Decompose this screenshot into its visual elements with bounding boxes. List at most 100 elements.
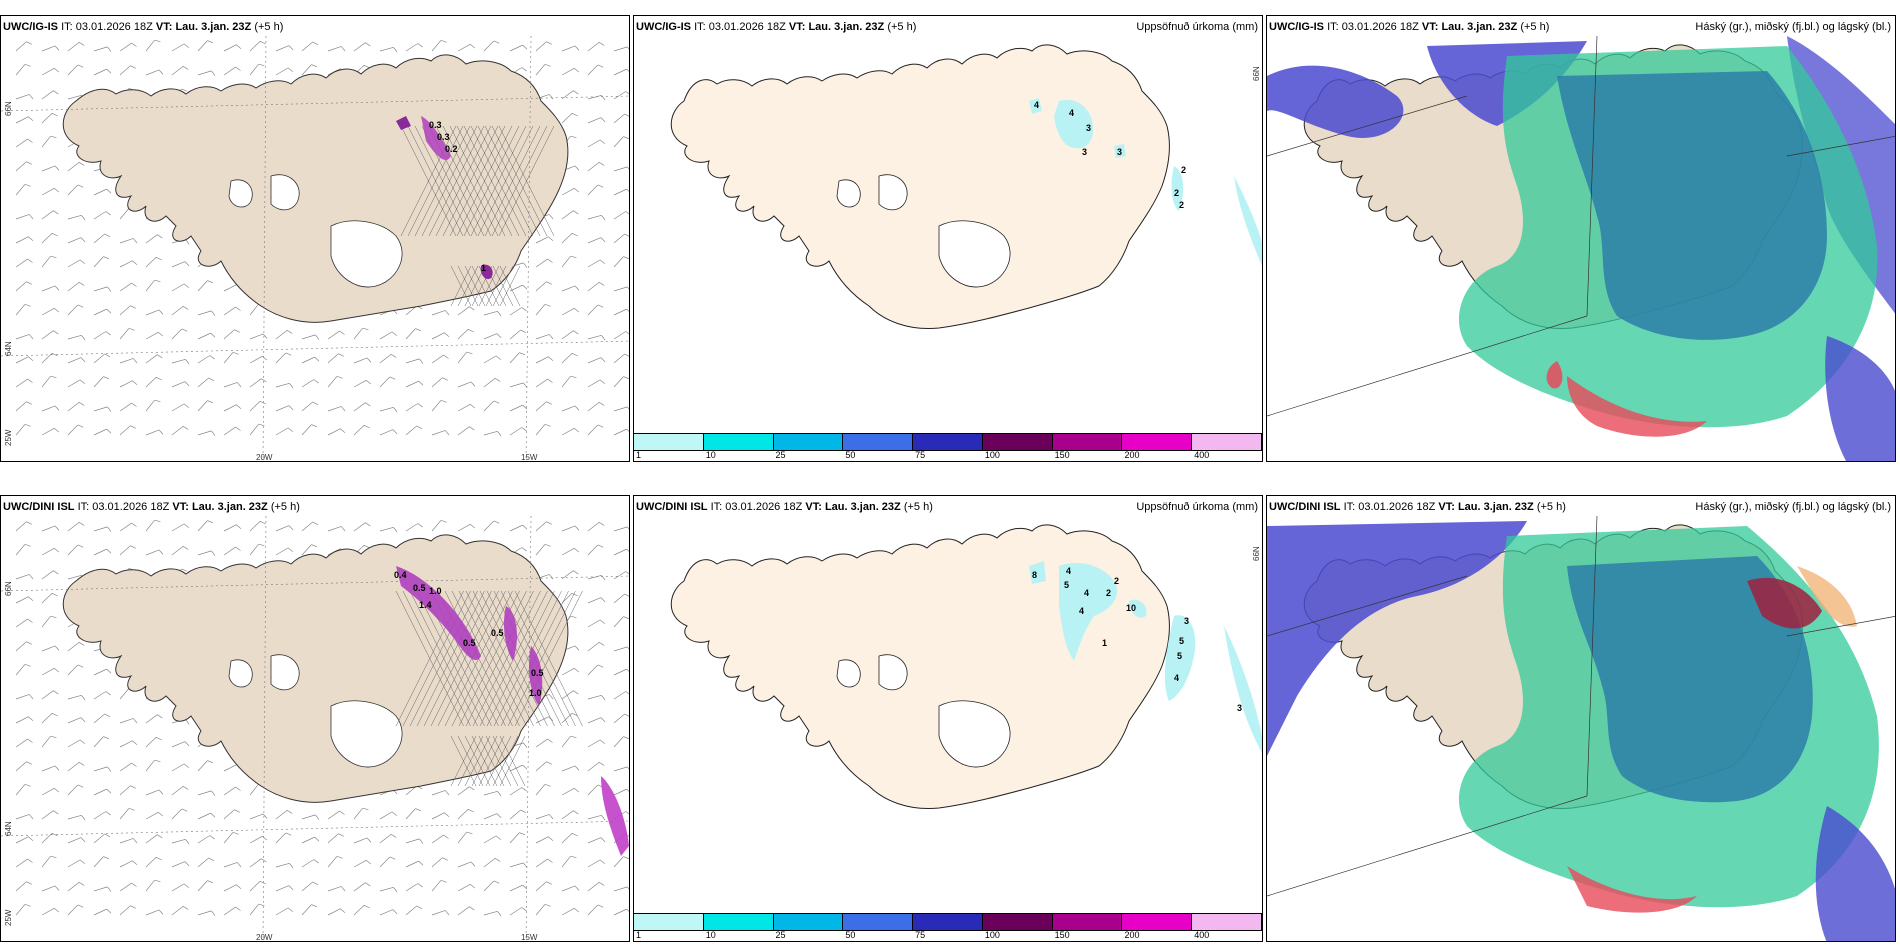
wind-barb xyxy=(93,668,107,676)
hatch-line xyxy=(402,590,471,727)
wind-barb-feather xyxy=(522,884,528,890)
wind-barb-feather xyxy=(570,855,577,859)
high-cloud-edge xyxy=(1797,566,1857,627)
wind-barb xyxy=(171,741,186,748)
value-label: 3 xyxy=(1117,147,1122,157)
wind-barb-feather xyxy=(521,427,527,432)
wind-map: 0.4 0.5 1.0 1.4 0.5 0.5 0.5 1.0 xyxy=(1,515,629,941)
wind-barb-feather xyxy=(547,378,553,383)
wind-barb-feather xyxy=(548,236,554,241)
wind-barb xyxy=(197,857,209,868)
wind-barb-feather xyxy=(53,690,59,695)
vt-value: Lau. 3.jan. 23Z xyxy=(824,501,901,513)
wind-barb-feather xyxy=(393,527,398,533)
wind-barb-feather xyxy=(54,68,60,73)
wind-barb xyxy=(275,330,288,340)
wind-barb-feather xyxy=(106,788,112,794)
legend-swatch xyxy=(843,434,914,450)
wind-barb-feather xyxy=(440,879,447,883)
wind-barb-feather xyxy=(286,330,293,334)
wind-barb xyxy=(15,258,28,268)
vt-value: Lau. 3.jan. 23Z xyxy=(1457,501,1534,513)
glacier xyxy=(938,220,1011,288)
wind-barb xyxy=(15,738,28,748)
wind-barb xyxy=(67,64,79,76)
wind-barb xyxy=(249,41,261,52)
wind-barb-feather xyxy=(599,739,605,744)
wind-barb xyxy=(613,256,624,268)
value-label: 0.3 xyxy=(437,132,450,142)
offset: (+5 h) xyxy=(1536,501,1566,513)
wind-barb xyxy=(405,358,420,364)
wind-barb-feather xyxy=(81,815,86,821)
wind-barb xyxy=(613,286,628,292)
wind-barb-feather xyxy=(185,839,190,845)
precip-area xyxy=(396,566,481,661)
wind-barb xyxy=(561,233,573,244)
wind-barb-feather xyxy=(496,333,502,339)
wind-barb xyxy=(15,904,26,916)
wind-barb-feather xyxy=(207,40,214,44)
wind-barb xyxy=(119,425,131,436)
wind-barb xyxy=(327,886,342,892)
wind-barb xyxy=(587,814,602,820)
wind-barb-feather xyxy=(548,356,554,361)
wind-barb-feather xyxy=(183,283,189,288)
wind-barb xyxy=(197,40,208,52)
wind-barb xyxy=(561,765,576,772)
hatch-line xyxy=(428,125,485,237)
wind-barb-feather xyxy=(626,188,629,192)
value-label: 3 xyxy=(1237,703,1242,713)
model-name: UWC/DINI ISL xyxy=(636,501,708,513)
wind-barb xyxy=(613,188,627,196)
wind-barb-feather xyxy=(312,521,319,526)
wind-barb-feather xyxy=(51,592,58,597)
wind-barb-feather xyxy=(132,238,138,244)
wind-barb-feather xyxy=(104,353,111,358)
wind-barb xyxy=(67,694,82,700)
wind-barb xyxy=(197,520,208,532)
legend-swatch xyxy=(1122,434,1193,450)
wind-barb xyxy=(457,809,469,820)
wind-barb-feather xyxy=(107,526,112,532)
wind-barb xyxy=(535,521,547,532)
wind-barb-feather xyxy=(444,812,450,817)
wind-barb-feather xyxy=(24,183,31,187)
wind-barb-feather xyxy=(570,615,577,619)
it-label: IT: xyxy=(77,501,90,513)
wind-barb xyxy=(613,91,626,100)
wind-barb-feather xyxy=(258,543,265,547)
precip-area xyxy=(503,606,517,661)
wind-barb xyxy=(93,376,104,388)
panel-top-mid: UWC/IG-IS IT: 03.01.2026 18Z VT: Lau. 3.… xyxy=(633,15,1263,462)
wind-barb xyxy=(223,832,234,844)
wind-barb-feather xyxy=(287,907,293,912)
wind-barb-feather xyxy=(132,718,138,724)
wind-barb-feather xyxy=(288,525,294,531)
wind-barb xyxy=(587,357,602,364)
wind-barb xyxy=(275,862,290,868)
wind-barb-feather xyxy=(24,423,31,427)
wind-barb xyxy=(41,187,55,196)
legend-tick: 25 xyxy=(775,930,786,940)
wind-barb-feather xyxy=(51,112,58,117)
wind-barb xyxy=(171,838,186,844)
wind-barb-feather xyxy=(627,766,629,770)
wind-barb xyxy=(41,787,55,796)
wind-barb xyxy=(67,162,80,172)
wind-barb-feather xyxy=(315,334,320,340)
wind-barb-feather xyxy=(366,357,372,363)
wind-barb xyxy=(301,544,312,556)
wind-barb-feather xyxy=(181,328,188,332)
wind-barb-feather xyxy=(50,855,57,859)
hatch-line xyxy=(423,590,492,727)
wind-barb xyxy=(483,355,497,364)
wind-barb xyxy=(613,308,627,316)
wind-barb-feather xyxy=(574,68,580,73)
wind-barb-feather xyxy=(365,882,371,887)
wind-barb-feather xyxy=(391,331,397,336)
wind-barb xyxy=(67,282,80,292)
wind-barb-feather xyxy=(182,306,189,310)
wind-barb xyxy=(119,208,130,220)
wind-barb-feather xyxy=(598,162,605,166)
